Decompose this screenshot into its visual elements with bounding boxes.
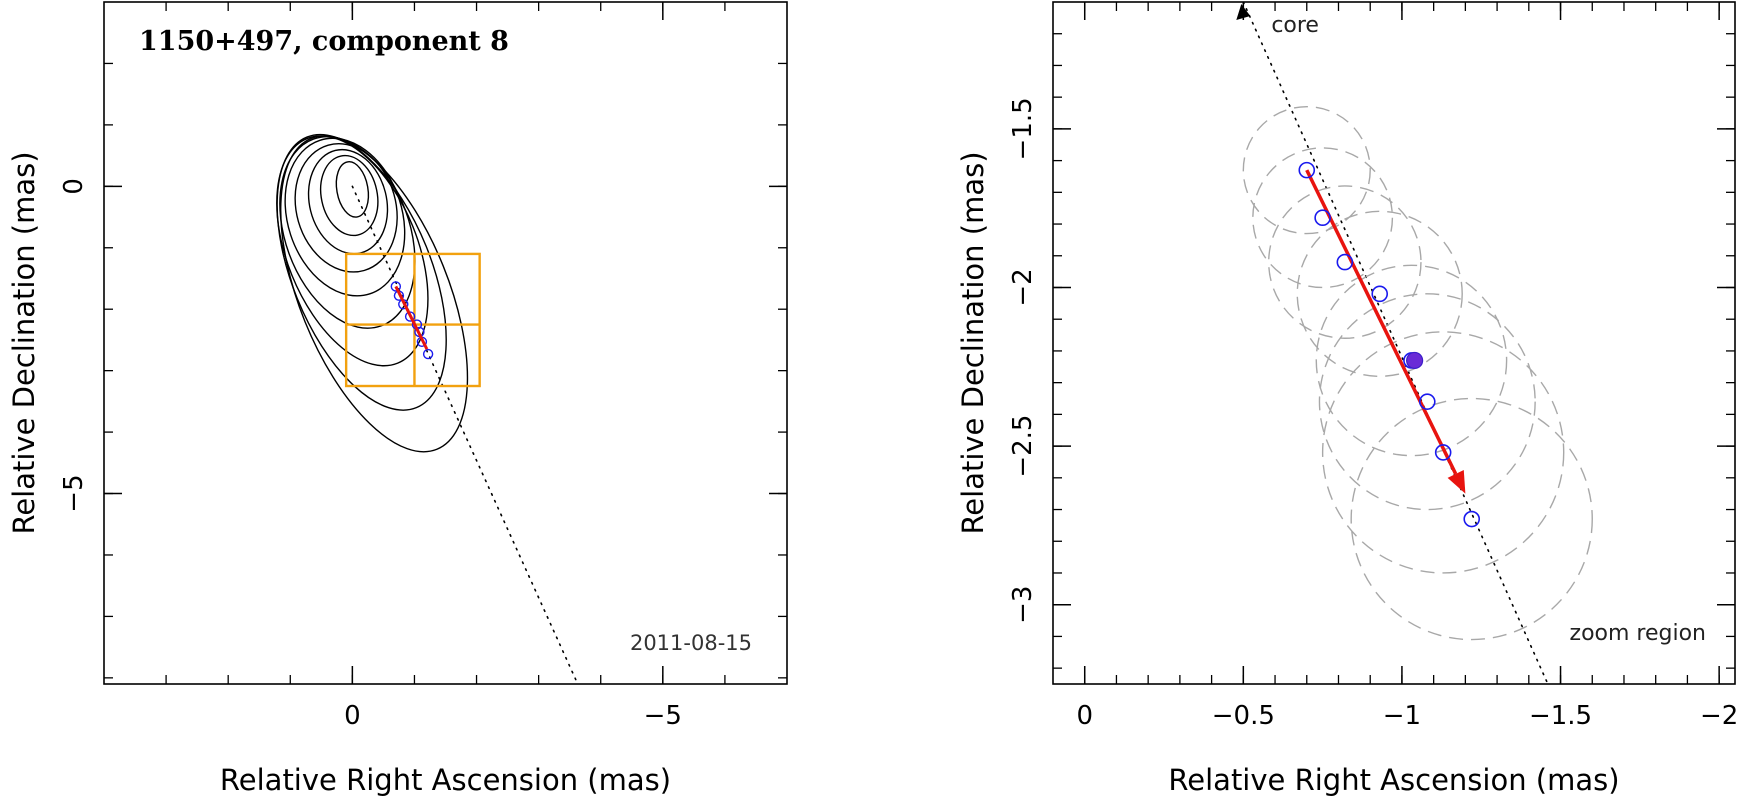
x-tick-label: −2 [1700,701,1738,731]
epoch-date: 2011-08-15 [630,631,752,655]
y-tick-label: −2.5 [1008,415,1038,478]
core-direction-line [1242,2,1549,684]
y-axis-title: Relative Declination (mas) [956,151,990,534]
component-size-circle [1242,105,1371,235]
component-size-circle [1318,293,1536,511]
component-position-marker [1419,393,1436,410]
panel-title: 1150+497, component 8 [139,26,509,57]
component-position-marker [1298,161,1316,179]
core-direction-line [351,185,579,684]
component-size-circle [1350,397,1593,641]
velocity-vector [1305,169,1458,475]
contour-line [307,148,389,255]
component-position-marker [1434,444,1452,461]
contour-line [276,133,447,411]
component-position-marker [1314,209,1331,227]
component-position-marker [1336,253,1354,271]
zoom-region-label: zoom region [1570,621,1706,646]
zoom-box [344,252,481,388]
y-tick-label: −3 [1008,586,1038,624]
contour-line [280,135,469,453]
contour-line [319,154,379,237]
plot-area [276,133,579,684]
contour-line [276,135,429,367]
component-size-circle [1321,331,1565,574]
panel-left: 0 −5 0 −5 Relative Right Ascension (mas) Rela… [7,1,788,797]
component-position-marker [1463,510,1481,528]
x-tick-label: −1 [1383,701,1421,731]
plot-frame [1052,1,1736,685]
x-tick-label: 0 [344,701,361,731]
velocity-vector-head [1447,469,1466,494]
x-axis-title: Relative Right Ascension (mas) [220,763,671,797]
component-size-circle [1268,185,1422,339]
panel-right: 0 −0.5 −1 −1.5 −2 −1.5 −2 −2.5 −3 Relative Right … [956,1,1738,797]
core-label: core [1271,13,1319,38]
component-position-marker [422,348,434,360]
mean-position-marker [1406,351,1424,370]
x-tick-label: −1.5 [1529,701,1592,731]
velocity-vector [394,285,429,350]
x-tick-label: −5 [644,701,682,731]
component-position-marker [1371,285,1389,303]
component-position-marker [390,281,402,292]
plot-frame [103,1,788,685]
y-tick-label: 0 [59,178,89,195]
plot-area [1236,2,1593,684]
contour-line [284,137,406,297]
contour-line [335,161,370,218]
component-size-circle [1296,210,1463,378]
component-size-circle [1252,147,1394,289]
x-tick-label: 0 [1076,701,1093,731]
y-axis-title: Relative Declination (mas) [7,151,41,534]
x-tick-label: −0.5 [1212,701,1275,731]
core-arrow-head [1236,4,1251,20]
x-axis-title: Relative Right Ascension (mas) [1168,763,1619,797]
component-size-circle [1315,264,1508,457]
y-tick-label: −5 [59,474,89,512]
y-tick-label: −1.5 [1008,97,1038,160]
y-tick-label: −2 [1008,268,1038,306]
contour-line [294,142,398,273]
